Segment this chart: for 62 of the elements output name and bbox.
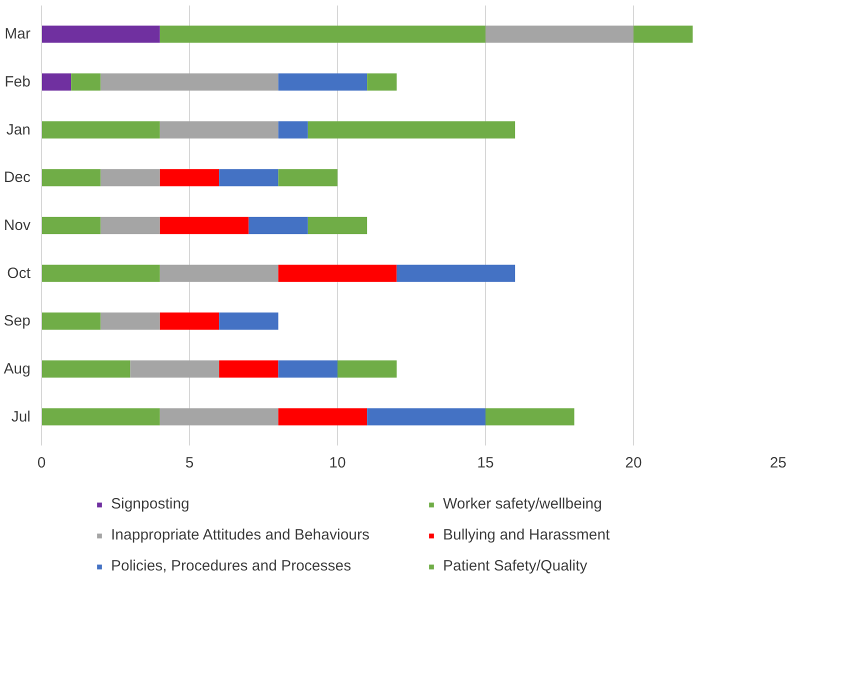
bar [278,408,368,426]
legend-label: Patient Safety/Quality [443,558,588,574]
bar [42,360,130,378]
bar [100,73,278,91]
bar [278,73,368,91]
bar [100,216,160,234]
bar [396,264,516,282]
bar [278,169,338,186]
bar [308,216,368,234]
y-tick-label: Aug [4,360,31,378]
y-tick-label: Sep [4,312,31,330]
y-tick-label: Feb [4,74,31,91]
bar [160,408,278,426]
bar [160,216,249,234]
legend-label: Bullying and Harassment [443,526,611,544]
y-tick-label: Jul [11,408,31,426]
bar [278,121,308,138]
bar [160,312,220,330]
y-tick-label: Jan [6,121,31,138]
bar [42,216,101,234]
y-tick-label: Dec [4,169,31,186]
bar [486,408,574,426]
x-tick-label: 15 [477,454,494,472]
bar [42,312,101,330]
bar [338,360,397,378]
bar [160,264,278,282]
bar [71,73,101,91]
y-tick-label: Oct [7,264,32,282]
bar [219,169,278,186]
bar [42,26,160,43]
bar [42,408,160,426]
x-tick-label: 5 [185,454,194,472]
bar [100,169,160,186]
x-tick-label: 10 [329,454,346,472]
x-tick-label: 0 [37,454,46,472]
bar [42,169,101,186]
bar [486,26,634,43]
bar [308,121,516,138]
legend-label: Signposting [111,496,190,512]
legend-label: Inappropriate Attitudes and Behaviours [111,526,371,544]
bar [248,216,308,234]
y-tick-label: Mar [4,26,31,43]
bar [100,312,160,330]
bar [160,26,486,43]
bar [367,73,397,91]
bar [634,26,693,43]
bar [278,264,397,282]
bar [42,73,72,91]
bar [219,360,278,378]
x-tick-label: 25 [770,454,787,472]
bar [367,408,486,426]
bar [160,121,278,138]
bar [219,312,278,330]
bar [130,360,220,378]
bar [160,169,220,186]
bar [42,121,160,138]
legend-label: Worker safety/wellbeing [443,496,603,512]
y-tick-label: Nov [4,217,31,234]
bar [42,264,160,282]
legend-label: Policies, Procedures and Processes [111,558,352,574]
x-tick-label: 20 [625,454,642,472]
bar [278,360,338,378]
